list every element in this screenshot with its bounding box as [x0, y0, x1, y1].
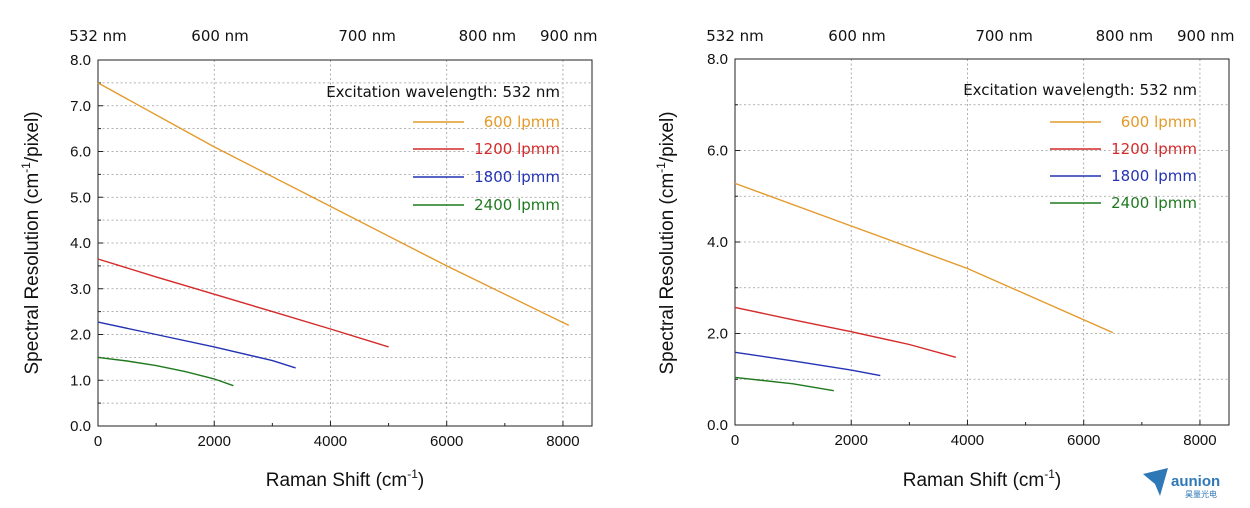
x-axis-label: Raman Shift (cm-1)	[903, 467, 1061, 491]
logo-plane-wing-icon	[1143, 474, 1155, 484]
y-tick-label: 7.0	[70, 98, 91, 115]
x-axis-label-end: )	[418, 470, 424, 491]
series-line-600-lpmm	[734, 182, 1114, 334]
y-axis-label-superscript: -1	[654, 162, 668, 173]
y-tick-label: 5.0	[70, 189, 91, 206]
legend-label: 2400 lpmm	[1111, 194, 1197, 212]
legend-label: 600 lpmm	[484, 113, 560, 131]
top-wavelength-label: 900 nm	[1177, 27, 1235, 45]
x-tick-label: 0	[731, 432, 739, 449]
chart-left: 0.0 1.0 2.0 3.0 4.0 5.0 6.0 7.0 8.0 0 2000 4000 6000…	[19, 27, 598, 491]
excitation-annotation: Excitation wavelength: 532 nm	[326, 83, 560, 101]
legend-label: 1800 lpmm	[1111, 167, 1197, 185]
series-line-600-lpmm	[97, 82, 570, 327]
x-tick-label: 4000	[314, 433, 347, 450]
x-tick-label: 4000	[951, 432, 984, 449]
y-tick-label: 6.0	[70, 144, 91, 161]
excitation-annotation: Excitation wavelength: 532 nm	[963, 81, 1197, 99]
x-axis-label: Raman Shift (cm-1)	[266, 467, 424, 491]
aunion-logo: aunion 昊量光电	[1143, 468, 1220, 499]
y-axis-label-end: /pixel)	[657, 111, 678, 162]
top-wavelength-label: 800 nm	[1096, 27, 1154, 45]
legend-label: 600 lpmm	[1121, 113, 1197, 131]
legend-label: 1200 lpmm	[1111, 140, 1197, 158]
top-wavelength-label: 600 nm	[828, 27, 886, 45]
series-line-1200-lpmm	[97, 258, 389, 348]
series-line-2400-lpmm	[97, 356, 234, 387]
x-axis-label-main: Raman Shift (cm	[266, 470, 407, 491]
x-tick-label: 2000	[198, 433, 231, 450]
legend-label: 2400 lpmm	[474, 196, 560, 214]
chart-right: 0.0 2.0 4.0 6.0 8.0 0 2000 4000 6000 8000 532 nm 60…	[654, 27, 1235, 491]
y-tick-label: 4.0	[707, 234, 728, 251]
top-wavelength-label: 700 nm	[338, 27, 396, 45]
y-axis-label-superscript: -1	[19, 162, 33, 173]
top-wavelength-label: 900 nm	[540, 27, 598, 45]
series-line-2400-lpmm	[734, 376, 834, 392]
x-tick-label: 6000	[430, 433, 463, 450]
x-tick-label: 2000	[835, 432, 868, 449]
series-line-1800-lpmm	[97, 321, 296, 369]
y-tick-label: 3.0	[70, 281, 91, 298]
y-axis-label-main: Spectral Resolution (cm	[657, 173, 678, 375]
top-wavelength-label: 600 nm	[191, 27, 249, 45]
y-tick-label: 0.0	[70, 418, 91, 435]
series-line-1800-lpmm	[734, 351, 881, 377]
y-tick-label: 2.0	[70, 327, 91, 344]
y-tick-label: 1.0	[70, 372, 91, 389]
logo-plane-icon	[1143, 468, 1168, 496]
logo-name: aunion	[1171, 473, 1220, 490]
top-wavelength-label: 532 nm	[69, 27, 127, 45]
x-tick-label: 0	[94, 433, 102, 450]
x-axis-label-superscript: -1	[407, 467, 418, 481]
y-tick-label: 2.0	[707, 326, 728, 343]
y-axis-label: Spectral Resolution (cm-1/pixel)	[654, 111, 678, 374]
logo-subtitle: 昊量光电	[1185, 489, 1217, 499]
legend-label: 1200 lpmm	[474, 140, 560, 158]
x-axis-label-superscript: -1	[1044, 467, 1055, 481]
legend-label: 1800 lpmm	[474, 168, 560, 186]
y-tick-label: 8.0	[707, 51, 728, 68]
x-axis-label-end: )	[1055, 470, 1061, 491]
y-axis-label-main: Spectral Resolution (cm	[22, 173, 43, 375]
top-wavelength-label: 800 nm	[459, 27, 517, 45]
y-axis-label-end: /pixel)	[22, 111, 43, 162]
y-axis-label: Spectral Resolution (cm-1/pixel)	[19, 111, 43, 374]
y-tick-label: 6.0	[707, 143, 728, 160]
x-tick-label: 8000	[1183, 432, 1216, 449]
y-tick-label: 4.0	[70, 235, 91, 252]
x-tick-label: 6000	[1067, 432, 1100, 449]
series-line-1200-lpmm	[734, 306, 956, 358]
x-axis-label-main: Raman Shift (cm	[903, 470, 1044, 491]
top-wavelength-label: 532 nm	[706, 27, 764, 45]
top-wavelength-label: 700 nm	[975, 27, 1033, 45]
y-tick-label: 8.0	[70, 52, 91, 69]
y-tick-label: 0.0	[707, 417, 728, 434]
x-tick-label: 8000	[546, 433, 579, 450]
